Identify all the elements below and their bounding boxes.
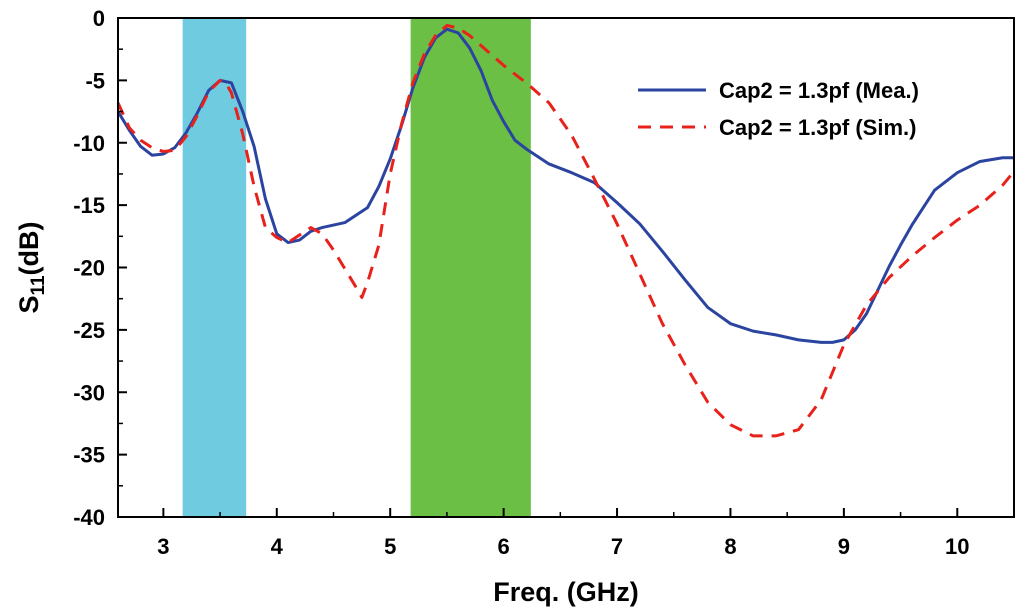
legend: Cap2 = 1.3pf (Mea.) Cap2 = 1.3pf (Sim.) <box>638 78 919 140</box>
y-axis-title: S11(dB) <box>14 221 49 313</box>
x-tick-label: 8 <box>724 534 736 559</box>
series-line-measured <box>116 27 1014 344</box>
y-tick-labels: 0 -5 -10 -15 -20 -25 -30 -35 -40 <box>73 6 105 530</box>
x-tick-label: 9 <box>838 534 850 559</box>
y-tick-label: -20 <box>73 256 105 281</box>
frequency-bands <box>182 18 531 517</box>
y-tick-label: -35 <box>73 443 105 468</box>
y-tick-label: -25 <box>73 318 105 343</box>
y-tick-label: -5 <box>85 68 105 93</box>
y-tick-label: -30 <box>73 380 105 405</box>
x-tick-label: 7 <box>611 534 623 559</box>
x-tick-label: 5 <box>384 534 396 559</box>
x-tick-label: 3 <box>157 534 169 559</box>
x-tick-label: 6 <box>497 534 509 559</box>
axis-ticks <box>118 17 959 518</box>
y-tick-label: -40 <box>73 505 105 530</box>
x-tick-label: 10 <box>945 534 969 559</box>
y-axis-title-main: S <box>14 296 44 314</box>
y-axis-title-unit: (dB) <box>14 221 44 275</box>
data-series <box>116 23 1016 438</box>
band-1 <box>182 18 247 517</box>
y-tick-label: -10 <box>73 131 105 156</box>
series-line-simulated <box>116 23 1016 438</box>
x-axis-title: Freq. (GHz) <box>493 577 639 607</box>
legend-label-measured: Cap2 = 1.3pf (Mea.) <box>719 78 919 103</box>
y-axis-title-subscript: 11 <box>28 275 49 296</box>
x-tick-labels: 3 4 5 6 7 8 9 10 <box>157 534 969 559</box>
x-tick-label: 4 <box>271 534 284 559</box>
band-2 <box>410 18 531 517</box>
y-tick-label: 0 <box>93 6 105 31</box>
legend-label-simulated: Cap2 = 1.3pf (Sim.) <box>719 115 916 140</box>
y-tick-label: -15 <box>73 193 105 218</box>
